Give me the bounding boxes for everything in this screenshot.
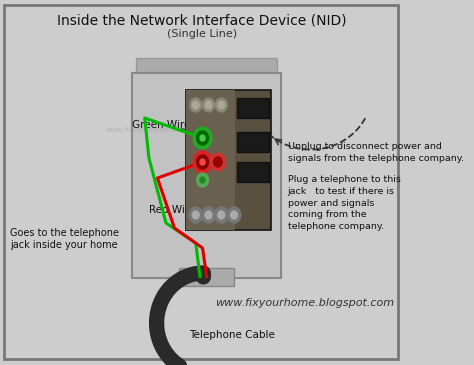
FancyBboxPatch shape xyxy=(185,90,271,230)
Circle shape xyxy=(197,131,209,145)
Circle shape xyxy=(231,211,237,219)
Circle shape xyxy=(197,155,209,169)
Circle shape xyxy=(193,151,212,173)
Circle shape xyxy=(218,101,225,109)
Text: www.fixyourhome.blogspot.com: www.fixyourhome.blogspot.com xyxy=(105,127,218,133)
FancyBboxPatch shape xyxy=(237,98,269,118)
FancyBboxPatch shape xyxy=(136,58,277,78)
Text: Red Wire: Red Wire xyxy=(149,205,195,215)
Text: Green Wire: Green Wire xyxy=(132,120,190,130)
FancyBboxPatch shape xyxy=(237,162,269,182)
Text: www.fixyourhome.blogspot.com: www.fixyourhome.blogspot.com xyxy=(215,298,394,308)
Circle shape xyxy=(210,153,226,171)
Circle shape xyxy=(192,101,199,109)
Circle shape xyxy=(202,98,214,112)
Text: Plug a telephone to this
jack   to test if there is
power and signals
coming fro: Plug a telephone to this jack to test if… xyxy=(288,175,401,231)
Circle shape xyxy=(202,207,215,223)
Circle shape xyxy=(189,207,202,223)
Text: Goes to the telephone
jack inside your home: Goes to the telephone jack inside your h… xyxy=(10,228,119,250)
FancyBboxPatch shape xyxy=(237,132,269,152)
Text: (Single Line): (Single Line) xyxy=(167,29,237,39)
FancyBboxPatch shape xyxy=(132,73,281,278)
Circle shape xyxy=(214,157,222,167)
Circle shape xyxy=(205,101,212,109)
Circle shape xyxy=(215,98,227,112)
Text: Unplug to disconnect power and
signals from the telephone company.: Unplug to disconnect power and signals f… xyxy=(288,142,464,163)
Circle shape xyxy=(200,159,205,165)
Circle shape xyxy=(214,207,228,223)
Circle shape xyxy=(200,135,205,141)
Circle shape xyxy=(197,173,209,187)
Circle shape xyxy=(200,177,205,183)
Circle shape xyxy=(190,98,202,112)
FancyBboxPatch shape xyxy=(179,268,234,286)
FancyBboxPatch shape xyxy=(4,5,398,359)
Text: Inside the Network Interface Device (NID): Inside the Network Interface Device (NID… xyxy=(57,14,346,28)
Circle shape xyxy=(227,207,241,223)
Circle shape xyxy=(218,211,225,219)
Circle shape xyxy=(193,127,212,149)
Text: Telephone Cable: Telephone Cable xyxy=(189,330,275,340)
FancyBboxPatch shape xyxy=(185,90,235,230)
Circle shape xyxy=(205,211,212,219)
Circle shape xyxy=(192,211,199,219)
